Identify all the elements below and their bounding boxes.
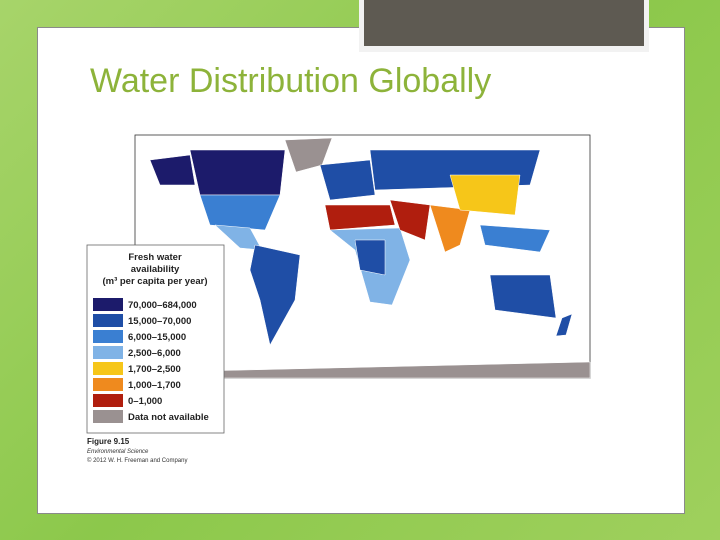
legend-swatch: [93, 346, 123, 359]
legend-swatch: [93, 394, 123, 407]
region: [249, 244, 301, 346]
legend-swatch: [93, 298, 123, 311]
legend-label: 70,000–684,000: [128, 300, 197, 311]
legend-label: 1,000–1,700: [128, 380, 181, 391]
legend-swatch: [93, 330, 123, 343]
top-box: [364, 0, 644, 46]
legend-label: 1,700–2,500: [128, 364, 181, 375]
figure-number: Figure 9.15: [87, 437, 130, 446]
region: [149, 154, 196, 186]
region: [189, 149, 286, 196]
region: [354, 239, 386, 276]
legend-swatch: [93, 314, 123, 327]
book-title: Environmental Science: [87, 449, 149, 455]
legend-swatch: [93, 410, 123, 423]
legend-title: Fresh water: [128, 252, 182, 263]
region: [389, 199, 431, 241]
region: [199, 194, 281, 231]
legend-label: Data not available: [128, 412, 209, 423]
credit: © 2012 W. H. Freeman and Company: [87, 457, 187, 464]
map: [149, 137, 591, 379]
region: [324, 204, 396, 231]
region: [489, 274, 557, 319]
legend-title: (m³ per capita per year): [102, 276, 207, 287]
region: [479, 224, 551, 253]
region: [319, 159, 376, 201]
legend-label: 2,500–6,000: [128, 348, 181, 359]
legend-swatch: [93, 362, 123, 375]
slide-title: Water Distribution Globally: [90, 62, 492, 100]
legend-label: 6,000–15,000: [128, 332, 186, 343]
region: [555, 313, 573, 337]
legend-swatch: [93, 378, 123, 391]
region: [429, 204, 471, 253]
region: [449, 174, 521, 216]
legend-label: 0–1,000: [128, 396, 162, 407]
legend-label: 15,000–70,000: [128, 316, 191, 327]
legend-title: availability: [131, 264, 180, 275]
